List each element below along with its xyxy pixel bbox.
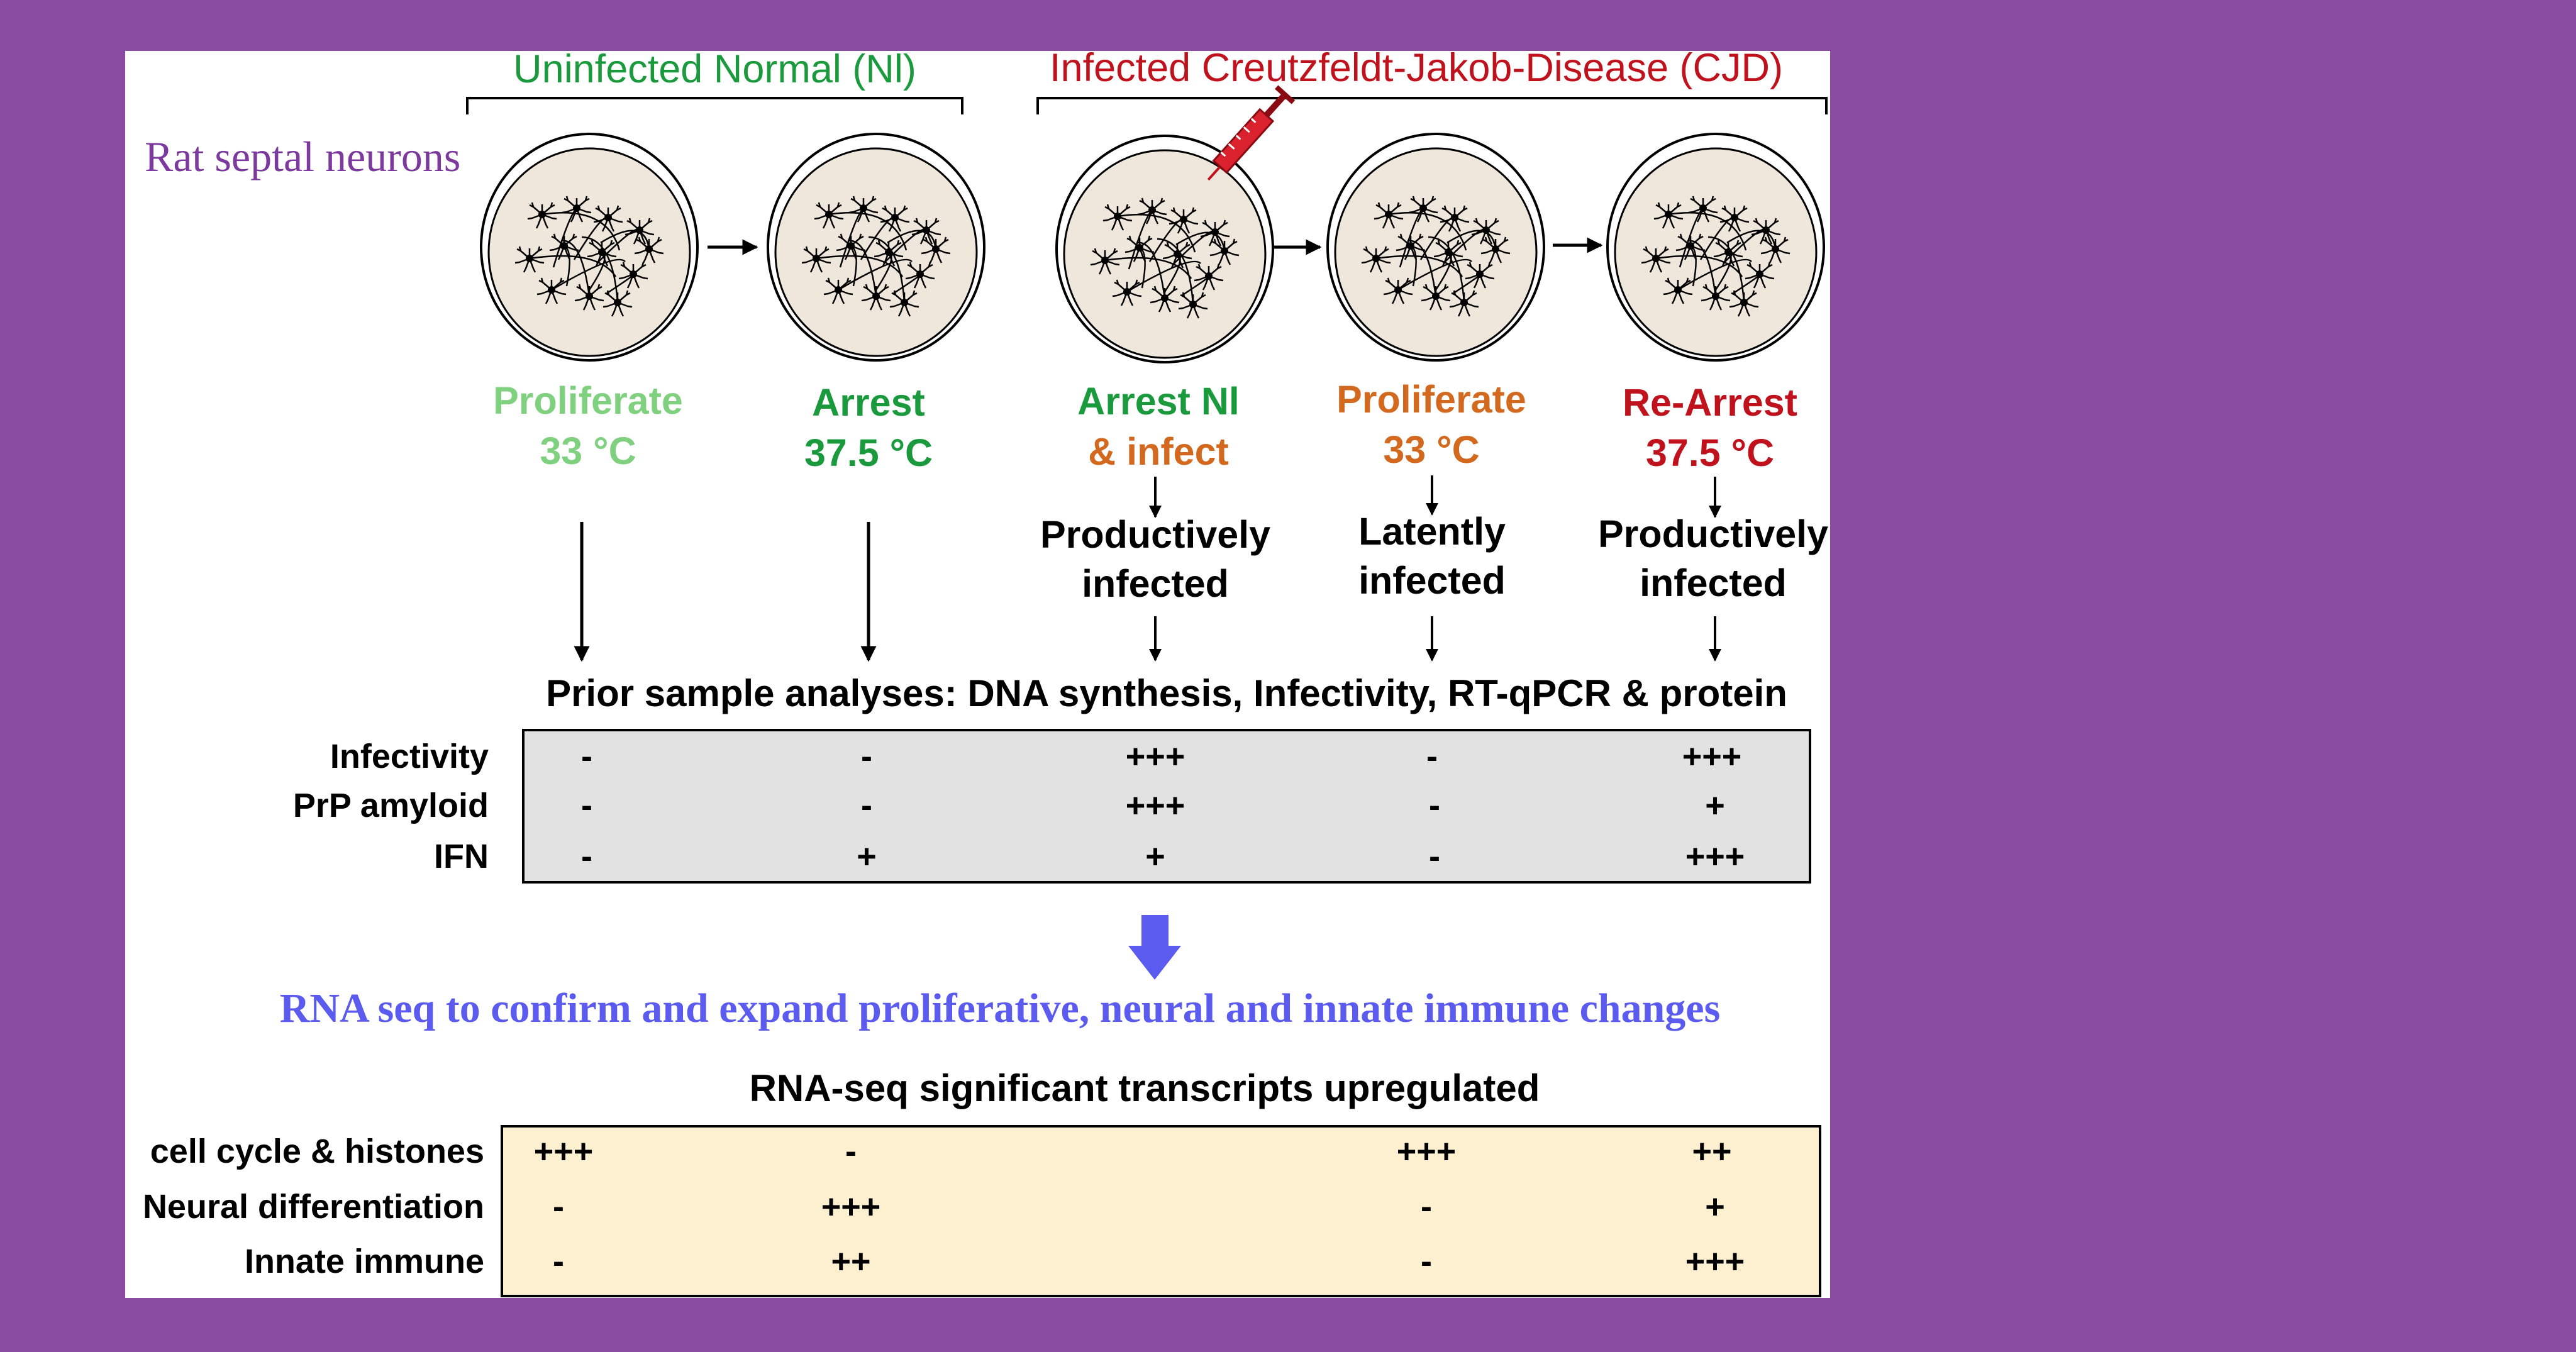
prior-cell: + [1705,787,1725,824]
rnaseq-cell: +++ [533,1133,594,1170]
stage-temp: 37.5 °C [1645,431,1775,474]
stage-name: Proliferate [1336,378,1526,421]
prior-row-label: PrP amyloid [292,787,489,824]
rnaseq-cell: ++ [1692,1133,1732,1170]
prior-cell: +++ [1125,787,1185,824]
prior-cell: - [1429,838,1440,875]
stage-name: Re-Arrest [1623,381,1797,424]
prior-row-label: IFN [434,838,489,875]
prior-cell: + [1145,838,1165,875]
prior-cell: - [581,787,592,824]
prior-cell: + [857,838,877,875]
stage-temp: 33 °C [1383,428,1480,471]
rnaseq-cell: - [845,1133,857,1170]
dish-proliferate-nl [480,133,699,362]
state-line: infected [1640,562,1787,604]
stage-label-arrest-infect: Arrest Nl & infect [1030,376,1287,477]
dish-proliferate-cjd [1326,133,1545,362]
dish-medium [487,147,691,357]
prior-cell: +++ [1685,838,1745,875]
state-line: Productively [1040,513,1271,556]
rnaseq-row-label: Neural differentiation [142,1188,484,1226]
infection-state-productive-2: Productively infected [1556,509,1870,607]
state-line: infected [1358,559,1506,602]
rnaseq-cell: +++ [1685,1243,1745,1280]
dish-medium [1614,147,1818,357]
rnaseq-cell: - [553,1243,564,1280]
prior-cell: - [861,738,872,775]
rnaseq-cell: - [1421,1188,1432,1226]
rnaseq-cell: +++ [1396,1133,1457,1170]
syringe-icon [1207,85,1296,181]
blue-down-arrow [1128,915,1181,980]
prior-analyses-title: Prior sample analyses: DNA synthesis, In… [546,672,1787,714]
infection-state-latent: Latently infected [1275,507,1589,605]
stage-temp: 33 °C [540,429,636,472]
dish-medium [1063,149,1267,359]
rnaseq-table-title: RNA-seq significant transcripts upregula… [749,1067,1540,1109]
rnaseq-banner: RNA seq to confirm and expand proliferat… [279,985,1721,1031]
bracket-infected [1036,97,1828,114]
rnaseq-cell: +++ [821,1188,881,1226]
dish-rearrest-cjd [1606,133,1825,362]
stage-label-rearrest-cjd: Re-Arrest 37.5 °C [1581,377,1839,478]
dish-medium [774,147,978,357]
stage-infect: & infect [1088,430,1229,473]
rnaseq-cell: + [1705,1188,1725,1226]
stage-temp: 37.5 °C [804,431,933,474]
rnaseq-cell: - [1421,1243,1432,1280]
stage-name: Arrest Nl [1077,380,1240,423]
state-line: infected [1082,562,1229,605]
prior-cell: - [581,838,592,875]
stage-label-proliferate-cjd: Proliferate 33 °C [1302,374,1560,475]
state-line: Productively [1597,513,1829,555]
rnaseq-table-box [501,1125,1821,1297]
prior-cell: - [1429,787,1440,824]
stage-name: Arrest [812,381,925,424]
stage-label-arrest-nl: Arrest 37.5 °C [740,377,997,478]
state-line: Latently [1358,510,1506,553]
rnaseq-cell: ++ [831,1243,871,1280]
rnaseq-row-label: cell cycle & histones [150,1133,484,1170]
dish-medium [1334,147,1538,357]
prior-cell: - [1426,738,1438,775]
rnaseq-cell: - [553,1188,564,1226]
source-label: Rat septal neurons [145,133,461,180]
prior-row-label: Infectivity [330,738,489,775]
rnaseq-row-label: Innate immune [244,1243,484,1280]
infected-group-label: Infected Creutzfeldt-Jakob-Disease (CJD) [1050,46,1783,90]
uninfected-group-label: Uninfected Normal (Nl) [513,47,916,91]
dish-arrest-nl [767,133,985,362]
stage-name: Proliferate [493,379,683,422]
prior-cell: +++ [1125,738,1185,775]
prior-cell: - [861,787,872,824]
stage-label-proliferate-nl: Proliferate 33 °C [459,375,717,476]
dish-arrest-infect [1055,85,1296,363]
bracket-uninfected [466,97,963,114]
prior-table-box [522,729,1811,884]
prior-cell: +++ [1682,738,1742,775]
infection-state-productive-1: Productively infected [998,510,1313,608]
prior-cell: - [581,738,592,775]
